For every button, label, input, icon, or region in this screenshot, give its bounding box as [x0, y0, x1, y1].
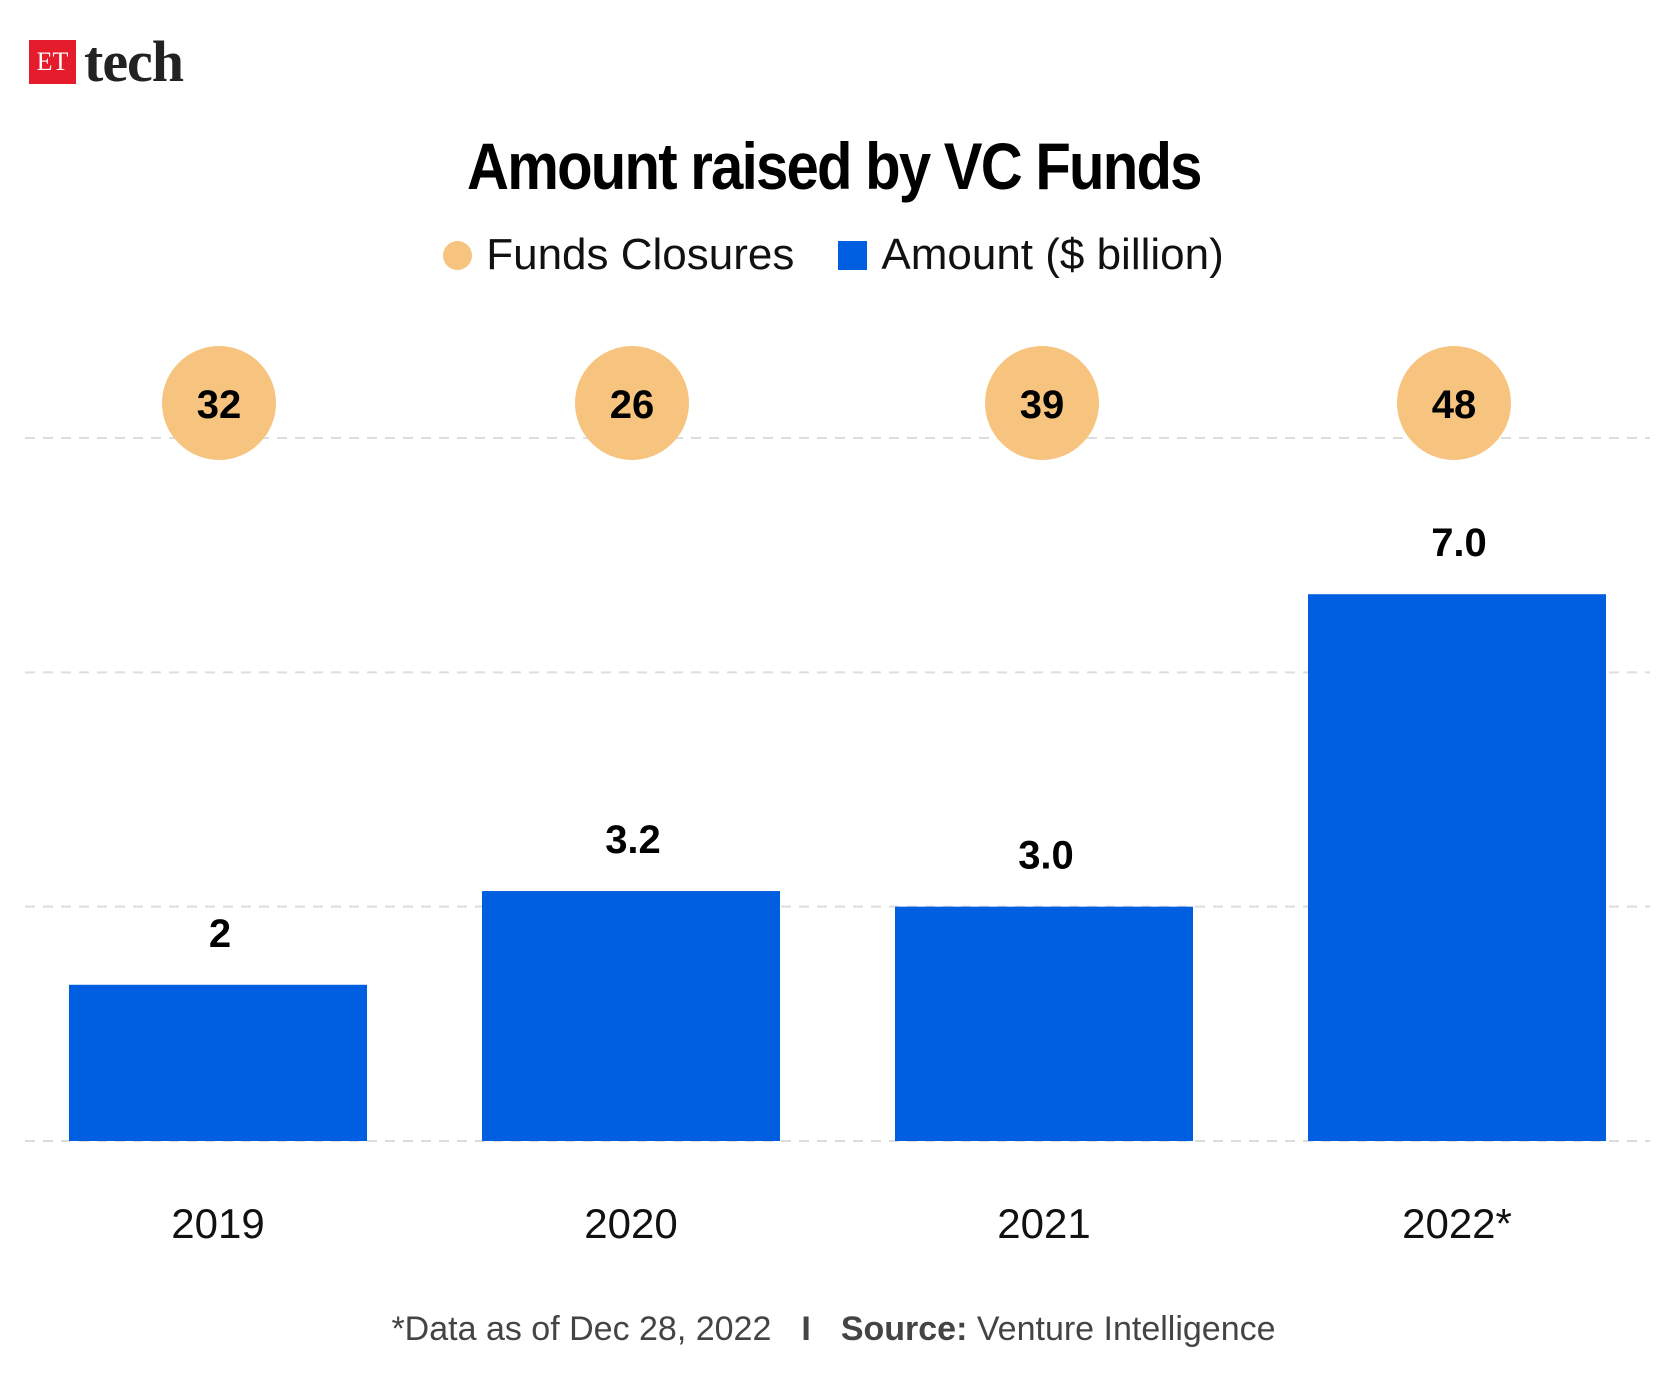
bar-value-label: 3.0 [1018, 834, 1074, 878]
bar-2022 [1308, 594, 1606, 1141]
bar-2020 [482, 891, 780, 1141]
source-label: Source: [840, 1310, 968, 1348]
circle-swatch-icon [443, 240, 473, 270]
legend: Funds Closures Amount ($ billion) [0, 230, 1667, 280]
chart-title: Amount raised by VC Funds [466, 129, 1202, 203]
legend-label: Amount ($ billion) [881, 230, 1224, 279]
bar-value-label: 3.2 [605, 818, 661, 862]
x-tick-label: 2019 [171, 1200, 264, 1247]
bar-2021 [895, 906, 1193, 1141]
x-tick-label: 2021 [997, 1200, 1090, 1247]
funds-closures-label: 26 [610, 383, 655, 427]
legend-label: Funds Closures [486, 230, 795, 279]
legend-item-amount: Amount ($ billion) [838, 230, 1224, 280]
data-note: *Data as of Dec 28, 2022 [391, 1310, 772, 1348]
source-name: Venture Intelligence [976, 1310, 1276, 1348]
bar-value-label: 7.0 [1431, 521, 1487, 565]
x-tick-label: 2020 [584, 1200, 677, 1247]
bar-2019 [69, 984, 367, 1141]
bar-value-label: 2 [209, 912, 231, 956]
logo-badge: ET [29, 40, 76, 84]
funds-closures-label: 39 [1020, 383, 1065, 427]
funds-closures-bubble [1397, 346, 1511, 460]
funds-closures-label: 48 [1432, 383, 1477, 427]
square-swatch-icon [838, 240, 868, 270]
logo-text: tech [84, 29, 184, 94]
funds-closures-bubble [162, 346, 276, 460]
funds-closures-bubble [575, 346, 689, 460]
legend-item-funds-closures: Funds Closures [443, 230, 794, 280]
footer: *Data as of Dec 28, 2022 I Source: Venture… [0, 1310, 1667, 1349]
funds-closures-bubble [985, 346, 1099, 460]
funds-closures-label: 32 [197, 383, 242, 427]
footer-separator: I [801, 1310, 811, 1348]
et-tech-logo: ET tech [29, 29, 184, 94]
x-tick-label: 2022* [1402, 1200, 1512, 1247]
